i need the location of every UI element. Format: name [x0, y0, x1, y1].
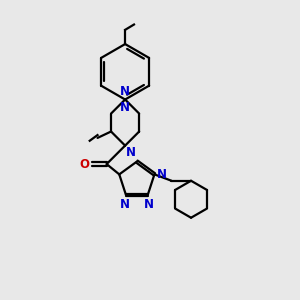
Text: N: N — [143, 198, 153, 211]
Text: N: N — [120, 101, 130, 114]
Text: N: N — [157, 168, 167, 181]
Text: N: N — [120, 85, 130, 98]
Text: N: N — [120, 198, 130, 211]
Text: N: N — [126, 146, 136, 159]
Text: O: O — [79, 158, 89, 171]
